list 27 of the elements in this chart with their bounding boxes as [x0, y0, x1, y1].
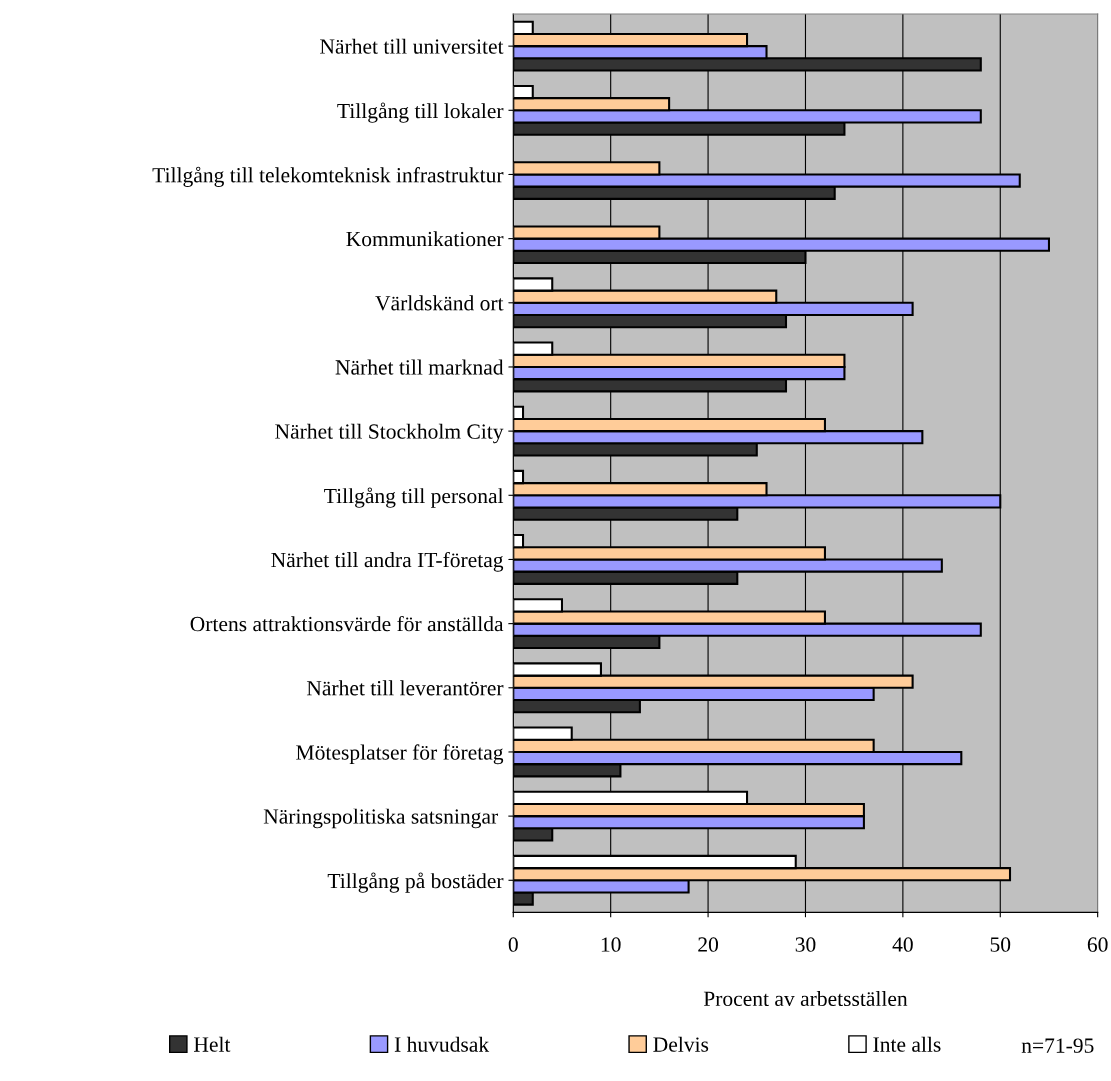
- y-tick-label: Mötesplatser för företag: [296, 744, 504, 765]
- x-tick-label: 50: [990, 937, 1011, 952]
- y-tick-label: Tillgång till personal: [324, 487, 504, 508]
- y-tick-label: Näringspolitiska satsningar: [263, 808, 498, 829]
- x-tick-label: 30: [795, 937, 816, 952]
- y-tick-label: Närhet till marknad: [335, 359, 504, 375]
- legend-label: Helt: [194, 1036, 231, 1052]
- y-tick-label: Närhet till Stockholm City: [275, 423, 504, 444]
- legend-label: Delvis: [653, 1036, 709, 1052]
- y-tick-label: Tillgång till telekomteknisk infrastruktur: [152, 166, 504, 187]
- x-tick-label: 40: [892, 937, 913, 952]
- x-axis-title: Procent av arbetsställen: [703, 990, 908, 1007]
- legend-label: I huvudsak: [394, 1036, 490, 1052]
- x-tick-label: 60: [1087, 937, 1108, 952]
- y-tick-label: Ortens attraktionsvärde för anställda: [190, 615, 504, 632]
- y-tick-label: Närhet till universitet: [320, 38, 504, 54]
- y-tick-label: Världskänd ort: [375, 295, 504, 311]
- y-tick-label: Tillgång på bostäder: [327, 872, 504, 893]
- y-tick-label: Närhet till leverantörer: [306, 680, 504, 696]
- y-tick-label: Närhet till andra IT-företag: [271, 551, 504, 572]
- legend-label: Inte alls: [873, 1036, 941, 1052]
- x-tick-label: 0: [508, 937, 518, 952]
- text: n=71-95: [1021, 1038, 1094, 1053]
- y-tick-label: Kommunikationer: [346, 231, 504, 247]
- x-tick-label: 20: [698, 937, 719, 952]
- y-tick-label: Tillgång till lokaler: [337, 102, 504, 123]
- x-tick-label: 10: [601, 937, 621, 952]
